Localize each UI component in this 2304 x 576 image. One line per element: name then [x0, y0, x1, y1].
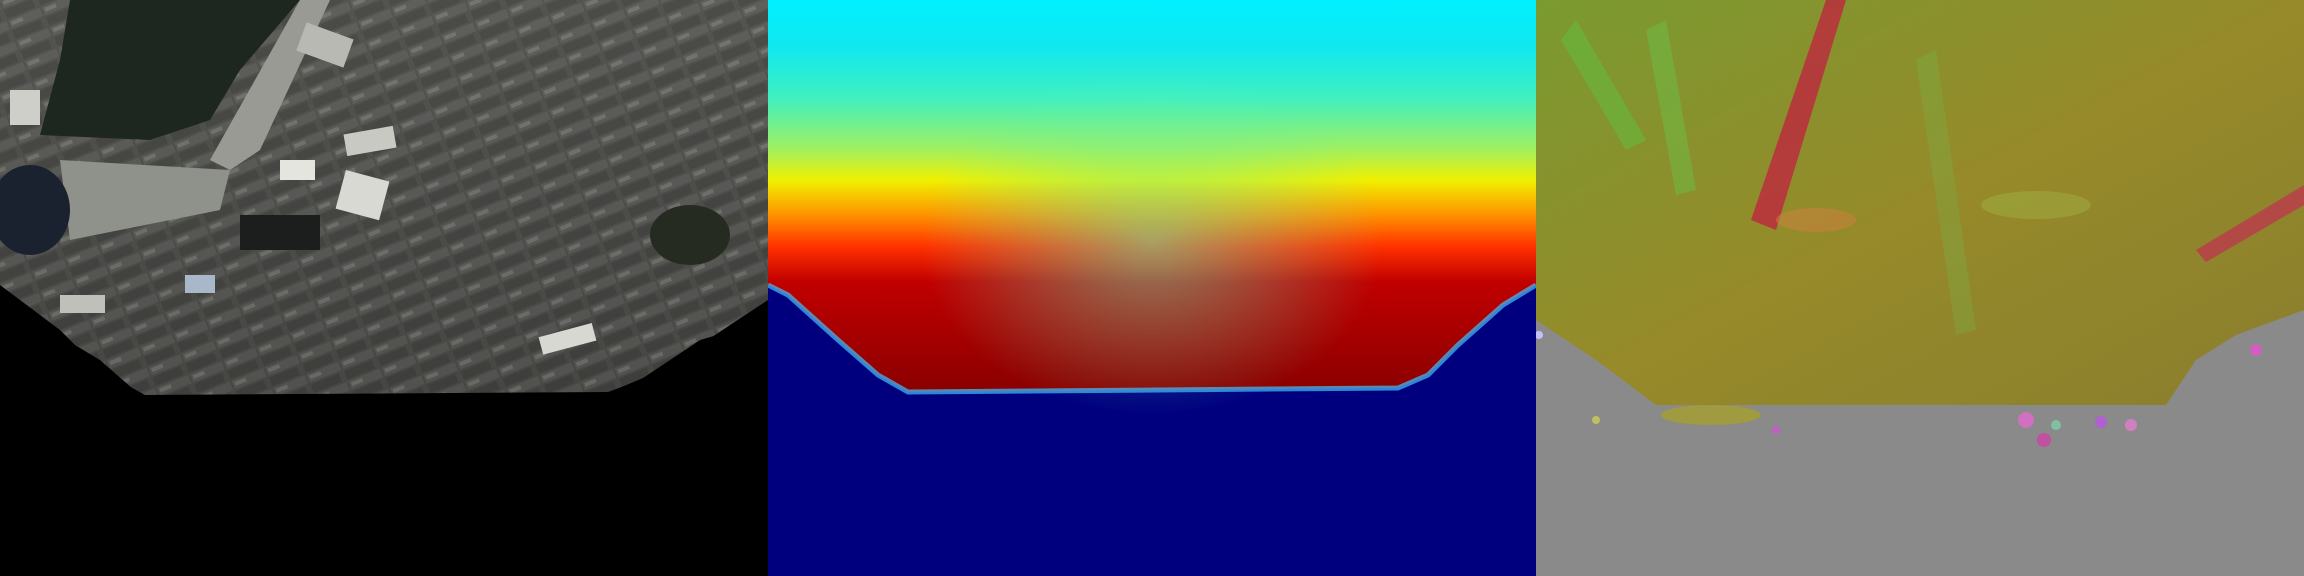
normal-map-panel: [1536, 0, 2304, 576]
normal-map: [1536, 0, 2304, 576]
depth-map-panel: [768, 0, 1536, 576]
aerial-photo: [0, 0, 768, 576]
depth-map: [768, 0, 1536, 576]
aerial-photo-panel: [0, 0, 768, 576]
